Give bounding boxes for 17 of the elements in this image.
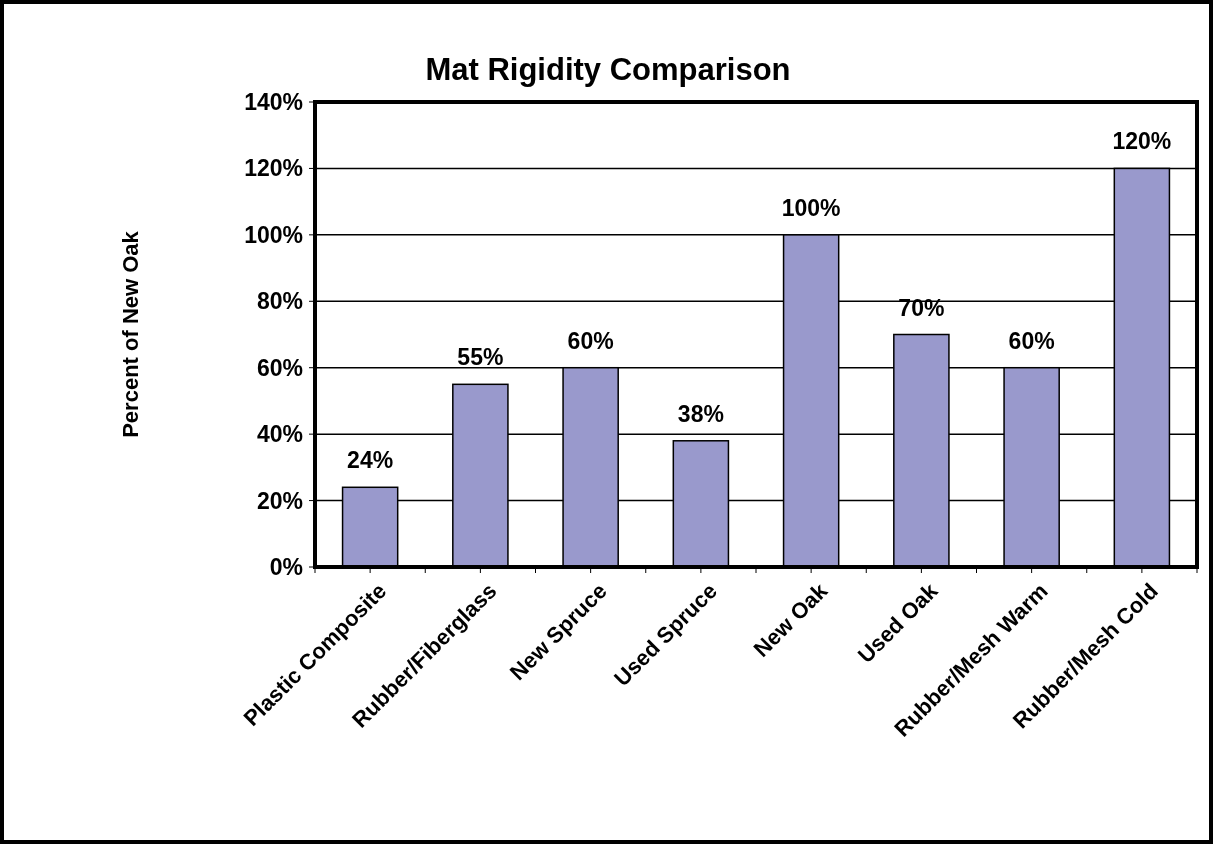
- data-label: 24%: [347, 447, 394, 474]
- y-tick-label: 40%: [256, 421, 303, 448]
- y-axis-title: Percent of New Oak: [118, 230, 143, 438]
- y-tick-label: 80%: [256, 288, 303, 315]
- data-label: 38%: [677, 400, 724, 427]
- chart-title: Mat Rigidity Comparison: [425, 52, 791, 87]
- y-tick-label: 120%: [244, 155, 303, 182]
- y-tick-label: 140%: [244, 89, 303, 116]
- y-tick-label: 20%: [256, 487, 303, 514]
- data-label: 55%: [457, 344, 504, 371]
- data-label: 100%: [781, 194, 841, 221]
- data-label: 120%: [1112, 128, 1172, 155]
- y-tick-label: 0%: [269, 554, 303, 581]
- data-label: 60%: [1008, 327, 1055, 354]
- data-label: 60%: [567, 327, 614, 354]
- y-tick-label: 100%: [244, 221, 303, 248]
- y-tick-label: 60%: [256, 354, 303, 381]
